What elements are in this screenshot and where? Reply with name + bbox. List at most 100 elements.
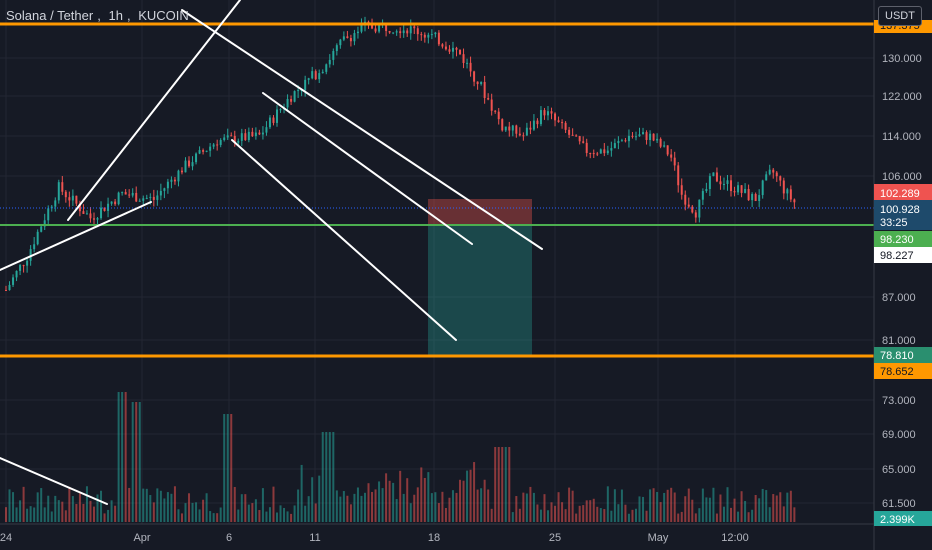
candle-body — [258, 132, 261, 135]
trendline-channel-lower[interactable] — [231, 139, 457, 341]
volume-bar — [47, 495, 50, 522]
volume-bar — [8, 489, 11, 522]
volume-bar — [645, 510, 648, 522]
candle-body — [314, 71, 317, 80]
price-tick-label: 81.000 — [882, 335, 916, 347]
candle-body — [43, 220, 46, 227]
candle-body — [606, 150, 609, 154]
candle-body — [342, 36, 345, 40]
currency-button[interactable]: USDT — [878, 6, 922, 26]
symbol-name[interactable]: Solana / Tether — [6, 8, 94, 23]
candle-body — [279, 109, 282, 111]
trend-lines[interactable] — [0, 0, 543, 505]
candle-body — [620, 140, 623, 142]
volume-bar — [423, 477, 426, 522]
volume-bar — [754, 494, 757, 522]
candle-body — [12, 277, 15, 285]
volume-bar — [209, 511, 212, 522]
volume-bar — [483, 479, 486, 522]
candle-body — [786, 189, 789, 194]
time-tick-label: 24 — [0, 532, 12, 544]
volume-bar — [64, 510, 67, 522]
volume-bar — [434, 492, 437, 522]
candle-body — [54, 200, 57, 207]
candle-body — [525, 127, 528, 136]
volume-bar — [163, 498, 166, 522]
candle-body — [297, 90, 300, 92]
volume-bar — [78, 493, 81, 522]
title-separator: , — [97, 8, 101, 23]
volume-bar — [726, 487, 729, 522]
volume-bar — [459, 479, 462, 522]
time-axis-background — [0, 524, 932, 550]
trendline-rising[interactable] — [67, 0, 241, 221]
candle-body — [117, 192, 120, 205]
time-tick-label: Apr — [133, 532, 150, 544]
volume-bar — [61, 501, 64, 522]
volume-bar — [546, 510, 549, 522]
volume-bar — [346, 495, 349, 522]
time-tick-label: 25 — [549, 532, 561, 544]
volume-bar — [480, 488, 483, 522]
volume-bar — [311, 477, 314, 522]
candle-body — [719, 181, 722, 185]
volume-bar — [290, 513, 293, 522]
trendline-channel-upper[interactable] — [181, 9, 543, 250]
candle-body — [332, 51, 335, 60]
price-tick-label: 114.000 — [882, 131, 921, 143]
volume-bar — [730, 507, 733, 522]
candle-body — [575, 135, 578, 137]
volume-bar — [300, 464, 303, 522]
candle-body — [64, 191, 67, 198]
trendline-channel-mid[interactable] — [262, 92, 473, 245]
volume-bar — [293, 505, 296, 522]
candle-body — [226, 135, 229, 138]
volume-bar — [652, 488, 655, 522]
volume-bar — [737, 511, 740, 522]
volume-bar — [96, 494, 99, 522]
candle-body — [705, 188, 708, 192]
candle-body — [765, 174, 768, 181]
interval-label[interactable]: 1h — [108, 8, 123, 23]
candle-body — [240, 133, 243, 141]
position-zones[interactable] — [428, 199, 532, 356]
volume-bar — [476, 489, 479, 522]
volume-bar — [268, 507, 271, 522]
volume-bar — [342, 491, 345, 522]
candle-body — [251, 131, 254, 137]
time-tick-label: 12:00 — [721, 532, 749, 544]
candle-body — [645, 132, 648, 141]
volume-bar — [765, 490, 768, 522]
badge-current — [874, 200, 932, 217]
candle-body — [402, 30, 405, 34]
candle-body — [216, 144, 219, 146]
volume-bar — [103, 513, 106, 522]
candle-body — [775, 172, 778, 177]
candle-body — [455, 47, 458, 50]
candle-body — [293, 91, 296, 102]
take-profit-zone[interactable] — [428, 226, 532, 356]
candle-body — [634, 136, 637, 138]
volume-bar — [332, 432, 335, 522]
volume-bar — [582, 505, 585, 522]
volume-bar — [318, 475, 321, 522]
candle-body — [779, 176, 782, 181]
trendline-lower-left[interactable] — [0, 201, 152, 271]
candle-body — [100, 207, 103, 219]
candle-body — [177, 170, 180, 182]
volume-bar — [610, 510, 613, 522]
volume-bar — [321, 432, 324, 522]
volume-bar — [698, 508, 701, 522]
horizontal-levels[interactable] — [0, 22, 874, 358]
trendline-volume[interactable] — [0, 457, 108, 505]
volume-bar — [751, 509, 754, 522]
volume-bar — [444, 507, 447, 522]
candle-body — [490, 99, 493, 111]
stop-loss-zone[interactable] — [428, 199, 532, 226]
badge-text-support: 98.230 — [880, 234, 914, 246]
badge-target — [874, 347, 932, 363]
volume-bar — [701, 488, 704, 522]
volume-bar — [275, 512, 278, 522]
candle-body — [75, 195, 78, 204]
